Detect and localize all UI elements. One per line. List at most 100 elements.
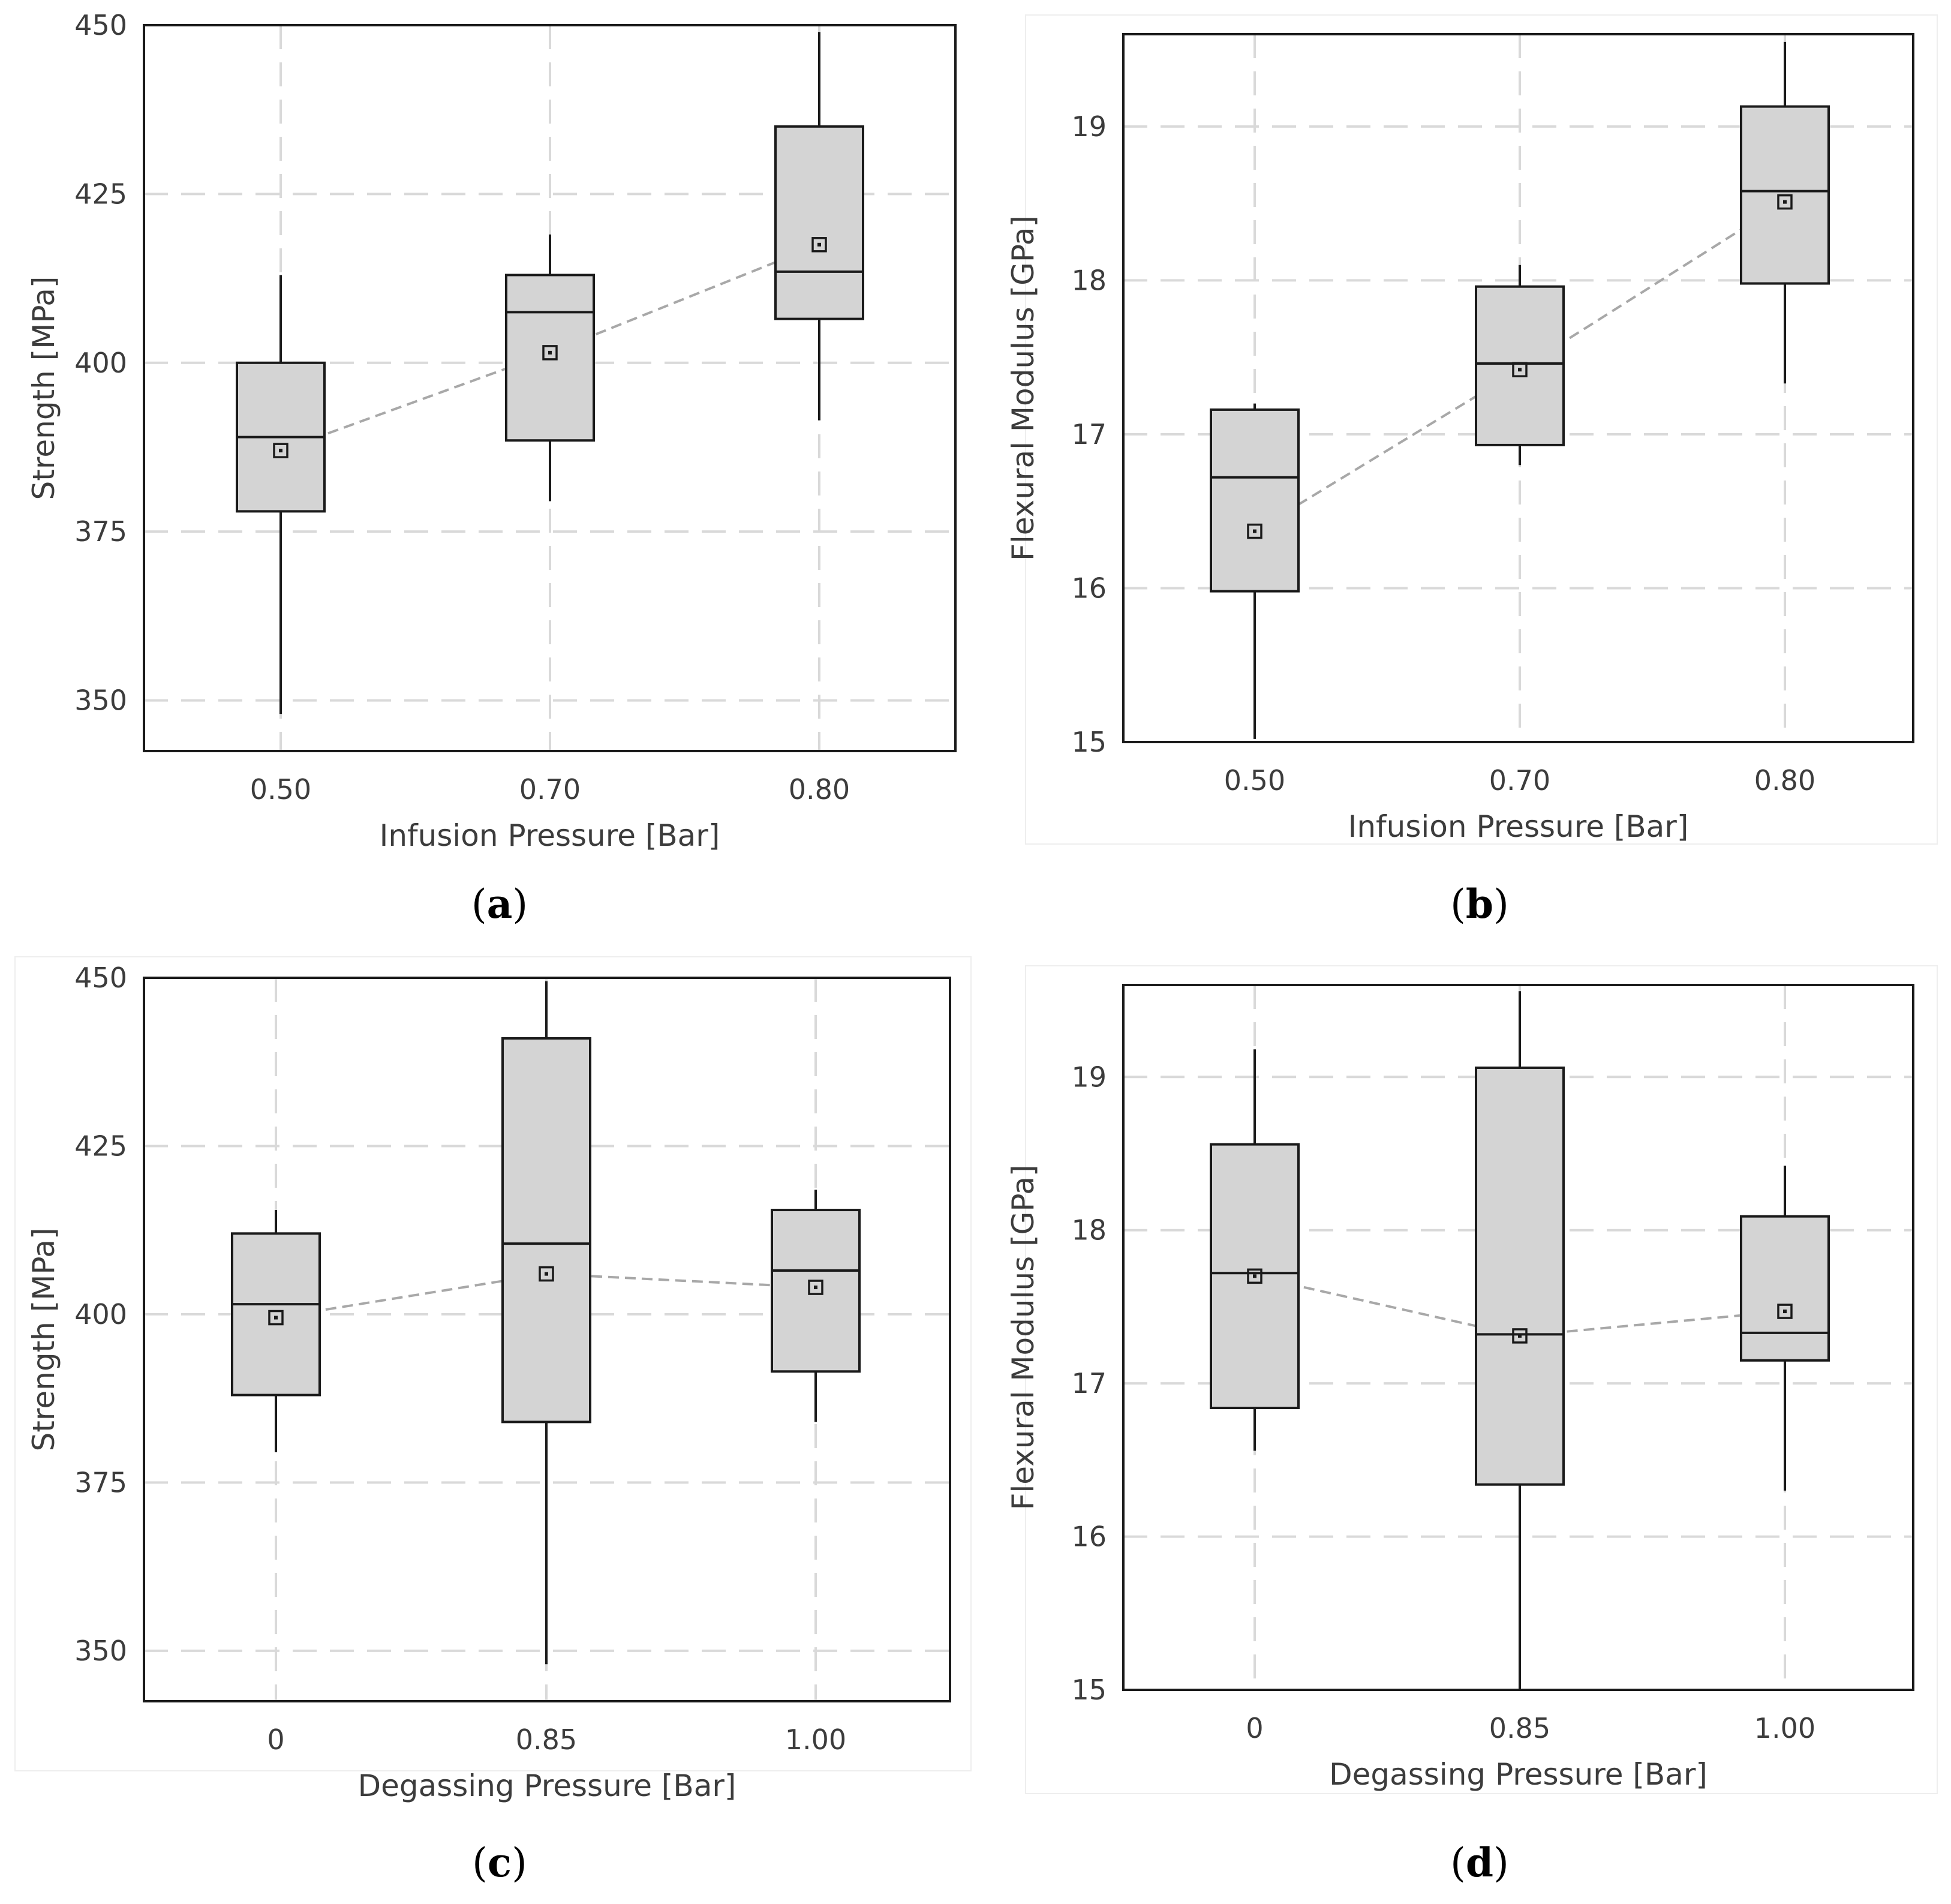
mean-marker <box>542 345 558 361</box>
mean-marker <box>1512 362 1528 377</box>
box-iqr <box>505 274 595 442</box>
panel-outer-border <box>14 956 972 1771</box>
panel-outer-border <box>1025 14 1938 845</box>
plot-frame <box>143 977 951 1702</box>
mean-marker-dot <box>545 1272 548 1276</box>
y-tick-label: 17 <box>1071 418 1107 451</box>
x-tick-label: 0 <box>1246 1712 1263 1744</box>
x-tick-label: 0 <box>267 1723 284 1756</box>
box-0.70 <box>1475 265 1565 466</box>
box-0 <box>231 1210 321 1452</box>
y-axis-label: Flexural Modulus [GPa] <box>1006 1165 1041 1510</box>
x-tick-label: 0.50 <box>1224 764 1285 797</box>
y-tick-label: 18 <box>1071 264 1107 296</box>
mean-marker <box>1777 1304 1793 1319</box>
box-iqr <box>1475 285 1565 446</box>
mean-marker <box>539 1266 554 1282</box>
y-tick-label: 425 <box>74 178 127 210</box>
x-tick-label: 0.50 <box>250 773 311 806</box>
panel-caption: (b) <box>1450 881 1509 927</box>
mean-marker-dot <box>817 242 821 247</box>
y-tick-label: 16 <box>1071 572 1107 604</box>
y-tick-label: 17 <box>1071 1367 1107 1400</box>
box-iqr <box>1210 408 1300 593</box>
y-tick-label: 19 <box>1071 1061 1107 1093</box>
y-tick-label: 450 <box>74 9 127 41</box>
box-iqr <box>774 125 864 320</box>
mean-marker-dot <box>274 1316 278 1320</box>
mean-marker-dot <box>279 449 282 453</box>
y-tick-label: 400 <box>74 347 127 379</box>
box-iqr <box>231 1232 321 1397</box>
y-tick-label: 350 <box>74 1635 127 1667</box>
box-0.85 <box>1475 991 1565 1690</box>
mean-marker-dot <box>814 1286 817 1290</box>
x-tick-label: 1.00 <box>785 1723 846 1756</box>
mean-marker-dot <box>1518 1334 1522 1338</box>
panel-caption: (c) <box>472 1839 527 1886</box>
mean-marker <box>273 443 288 458</box>
mean-marker <box>1247 523 1262 539</box>
x-axis-label: Degassing Pressure [Bar] <box>1329 1757 1707 1792</box>
box-0.85 <box>501 981 591 1665</box>
mean-marker <box>1512 1328 1528 1344</box>
mean-marker <box>811 237 827 253</box>
mean-marker <box>1777 194 1793 210</box>
panel-b: 15 16 17 18 19 0.50 0.70 0.80 Infusion Pressure … <box>1006 14 1938 927</box>
x-tick-label: 0.85 <box>1489 1712 1550 1744</box>
y-tick-label: 18 <box>1071 1214 1107 1247</box>
y-tick-label: 19 <box>1071 110 1107 143</box>
box-iqr <box>1475 1066 1565 1486</box>
mean-marker <box>808 1280 823 1295</box>
mean-marker-dot <box>1518 368 1522 372</box>
mean-marker-dot <box>548 350 552 355</box>
mean-marker-dot <box>1253 529 1256 533</box>
x-axis-label: Infusion Pressure [Bar] <box>1348 809 1689 844</box>
panel-a: 350 375 400 425 450 0.50 0.70 0.80 Infusion Pres… <box>26 9 957 927</box>
box-0 <box>1210 1049 1300 1451</box>
x-tick-label: 0.70 <box>519 773 581 806</box>
box-0.70 <box>505 234 595 501</box>
y-tick-label: 450 <box>74 962 127 994</box>
box-0.80 <box>1740 41 1830 384</box>
panel-d: 15 16 17 18 19 0 0.85 1.00 Degassing Pressure [B… <box>1006 965 1938 1886</box>
panel-caption: (d) <box>1450 1839 1509 1886</box>
y-tick-label: 400 <box>74 1298 127 1331</box>
x-tick-label: 0.85 <box>516 1723 577 1756</box>
y-tick-label: 15 <box>1071 726 1107 758</box>
panel-outer-border <box>1025 965 1938 1794</box>
box-1.00 <box>1740 1166 1830 1491</box>
y-tick-label: 425 <box>74 1130 127 1162</box>
y-axis-label: Strength [MPa] <box>26 277 61 500</box>
panel-caption: (a) <box>471 881 528 927</box>
mean-marker <box>1247 1268 1262 1284</box>
y-tick-label: 16 <box>1071 1521 1107 1553</box>
y-tick-label: 15 <box>1071 1674 1107 1706</box>
mean-marker-dot <box>1253 1274 1256 1278</box>
y-tick-label: 375 <box>74 515 127 548</box>
y-tick-label: 350 <box>74 684 127 717</box>
y-axis-label: Flexural Modulus [GPa] <box>1006 215 1041 561</box>
box-0.80 <box>774 32 864 421</box>
plot-frame <box>1122 33 1914 743</box>
box-0.50 <box>236 275 326 714</box>
x-tick-label: 1.00 <box>1754 1712 1815 1744</box>
mean-marker-dot <box>1783 1310 1787 1314</box>
mean-marker-dot <box>1783 200 1787 204</box>
box-iqr <box>1740 1215 1830 1362</box>
box-0.50 <box>1210 403 1300 739</box>
box-iqr <box>771 1209 861 1373</box>
box-1.00 <box>771 1190 861 1422</box>
plot-frame <box>1122 984 1914 1691</box>
y-tick-label: 375 <box>74 1466 127 1498</box>
x-axis-label: Infusion Pressure [Bar] <box>380 818 720 853</box>
plot-frame <box>143 24 957 752</box>
mean-marker <box>268 1310 284 1326</box>
y-axis-label: Strength [MPa] <box>26 1228 61 1452</box>
box-iqr <box>501 1037 591 1424</box>
panel-c: 350 375 400 425 450 0 0.85 1.00 Degassing Pressu… <box>14 956 972 1886</box>
x-tick-label: 0.70 <box>1489 764 1550 797</box>
x-tick-label: 0.80 <box>1754 764 1815 797</box>
x-tick-label: 0.80 <box>789 773 850 806</box>
